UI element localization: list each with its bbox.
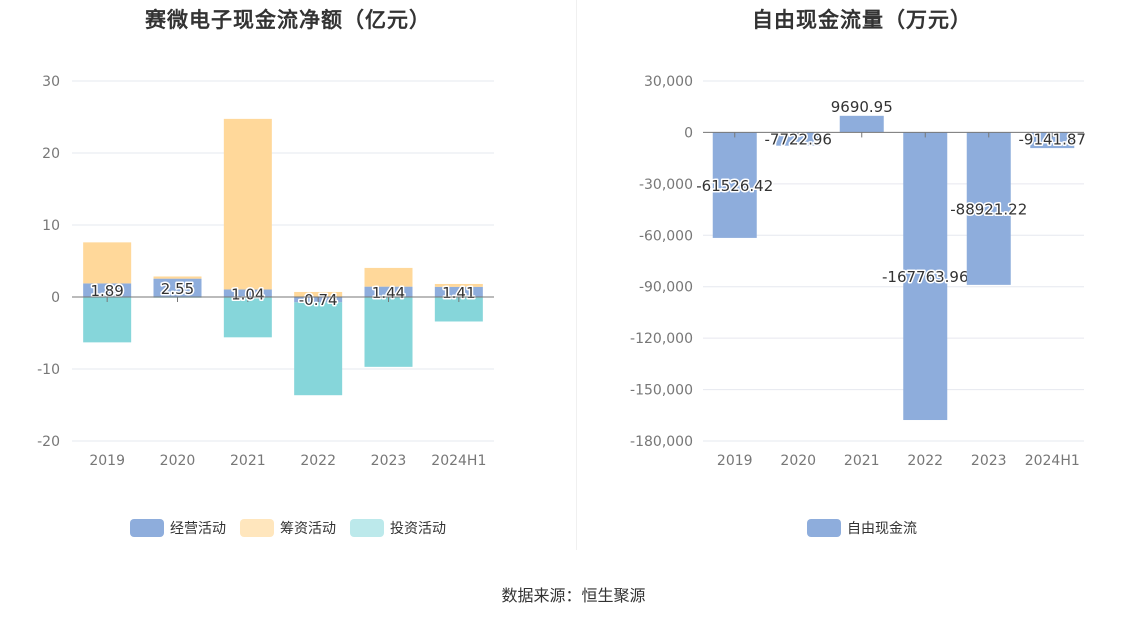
data-label: 1.04 bbox=[231, 285, 264, 303]
x-tick-label: 2023 bbox=[971, 453, 1007, 469]
y-tick-label: -150,000 bbox=[630, 383, 693, 399]
data-label: -61526.42 bbox=[696, 177, 773, 195]
legend-item-financing[interactable]: 筹资活动 bbox=[240, 518, 336, 538]
bar-investing bbox=[83, 297, 132, 343]
legend-swatch-free-cash-flow bbox=[807, 519, 841, 537]
left-chart-plot: 30 20 10 0 -10 -20 2019 1.89 2020 2.55 2021 1.04 202… bbox=[37, 74, 494, 469]
y-tick-label: -180,000 bbox=[630, 434, 693, 450]
bar-operating bbox=[223, 289, 272, 297]
panel-divider bbox=[576, 0, 577, 550]
y-tick-label: -60,000 bbox=[639, 228, 693, 244]
data-label: -9141.87 bbox=[1019, 130, 1086, 148]
bar-financing bbox=[83, 242, 132, 284]
legend-item-investing[interactable]: 投资活动 bbox=[350, 518, 446, 538]
y-tick-label: -90,000 bbox=[639, 280, 693, 296]
data-label: 1.89 bbox=[90, 282, 123, 300]
x-tick-label: 2021 bbox=[230, 453, 266, 469]
y-tick-label: -20 bbox=[37, 434, 60, 450]
bar-free-cash-flow bbox=[839, 115, 884, 133]
data-label: -7722.96 bbox=[765, 130, 832, 148]
x-tick-label: 2020 bbox=[160, 453, 196, 469]
legend-item-operating[interactable]: 经营活动 bbox=[130, 518, 226, 538]
bar-free-cash-flow bbox=[1030, 132, 1075, 149]
bar-free-cash-flow bbox=[776, 132, 821, 146]
y-tick-label: 30 bbox=[42, 74, 60, 90]
data-label: 2.55 bbox=[161, 280, 194, 298]
y-tick-label: -120,000 bbox=[630, 331, 693, 347]
y-tick-label: 10 bbox=[42, 218, 60, 234]
data-label: -88921.22 bbox=[950, 201, 1027, 219]
legend-label-investing: 投资活动 bbox=[390, 521, 446, 537]
y-tick-label: -30,000 bbox=[639, 177, 693, 193]
bar-operating bbox=[153, 278, 202, 297]
bar-financing bbox=[153, 276, 202, 279]
bar-financing bbox=[294, 291, 343, 297]
legend-label-free-cash-flow: 自由现金流 bbox=[847, 521, 917, 537]
legend-swatch-investing bbox=[350, 519, 384, 537]
right-chart-plot: 30,000 0 -30,000 -60,000 -90,000 -120,000 -150… bbox=[630, 74, 1087, 469]
data-label: 1.41 bbox=[442, 284, 475, 302]
x-tick-label: 2022 bbox=[300, 453, 336, 469]
bar-financing bbox=[223, 118, 272, 290]
bar-free-cash-flow bbox=[966, 132, 1011, 285]
right-chart-legend: 自由现金流 bbox=[577, 518, 1147, 538]
bar-free-cash-flow bbox=[712, 132, 757, 238]
x-tick-label: 2024H1 bbox=[431, 453, 486, 469]
data-label: 1.44 bbox=[372, 284, 405, 302]
bar-free-cash-flow bbox=[903, 132, 948, 421]
bar-financing bbox=[364, 267, 413, 287]
left-chart-title: 赛微电子现金流净额（亿元） bbox=[145, 8, 431, 32]
y-tick-label: 0 bbox=[684, 125, 693, 141]
legend-item-free-cash-flow[interactable]: 自由现金流 bbox=[807, 518, 917, 538]
legend-swatch-financing bbox=[240, 519, 274, 537]
legend-label-operating: 经营活动 bbox=[170, 521, 226, 537]
bar-operating bbox=[364, 286, 413, 297]
x-tick-label: 2020 bbox=[780, 453, 816, 469]
data-label: 9690.95 bbox=[831, 98, 893, 116]
data-label: -0.74 bbox=[299, 291, 338, 309]
x-tick-label: 2022 bbox=[907, 453, 943, 469]
y-tick-label: 30,000 bbox=[644, 74, 693, 90]
y-tick-label: 20 bbox=[42, 146, 60, 162]
right-chart-panel: 自由现金流量（万元） 30,000 0 -30,000 -60,000 -90,000 -… bbox=[577, 0, 1147, 560]
bar-financing bbox=[434, 283, 483, 287]
left-chart-legend: 经营活动 筹资活动 投资活动 bbox=[0, 518, 576, 538]
data-source-note: 数据来源：恒生聚源 bbox=[501, 586, 646, 605]
bar-investing bbox=[294, 302, 343, 396]
legend-label-financing: 筹资活动 bbox=[280, 521, 336, 537]
data-label: -167763.96 bbox=[882, 268, 969, 286]
bar-operating bbox=[83, 283, 132, 297]
x-tick-label: 2019 bbox=[89, 453, 125, 469]
y-tick-label: -10 bbox=[37, 362, 60, 378]
x-tick-label: 2023 bbox=[371, 453, 407, 469]
right-chart-title: 自由现金流量（万元） bbox=[752, 8, 972, 32]
x-tick-label: 2019 bbox=[717, 453, 753, 469]
bar-investing bbox=[364, 297, 413, 367]
bar-investing bbox=[223, 297, 272, 338]
x-tick-label: 2024H1 bbox=[1025, 453, 1080, 469]
left-chart-panel: 赛微电子现金流净额（亿元） 30 20 10 0 -10 -20 2019 1.89 2020 2… bbox=[0, 0, 576, 560]
x-tick-label: 2021 bbox=[844, 453, 880, 469]
bar-operating bbox=[434, 286, 483, 297]
y-tick-label: 0 bbox=[51, 290, 60, 306]
legend-swatch-operating bbox=[130, 519, 164, 537]
